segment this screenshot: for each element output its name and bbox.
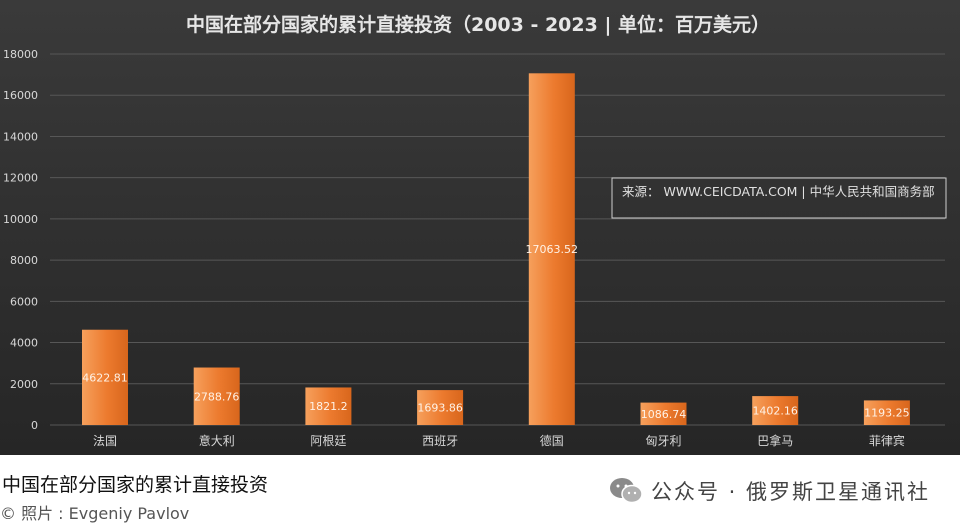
chart: 中国在部分国家的累计直接投资（2003 - 2023 | 单位：百万美元） 0 2… — [0, 0, 960, 455]
bar — [193, 367, 240, 425]
y-tick-label: 10000 — [3, 213, 38, 226]
bar — [417, 390, 464, 425]
data-label: 2788.76 — [194, 390, 240, 403]
bar — [752, 396, 799, 425]
y-tick-label: 6000 — [10, 295, 38, 308]
data-label: 1193.25 — [864, 407, 910, 420]
chart-background — [0, 0, 960, 455]
data-labels: 4622.81 2788.76 1821.2 1693.86 17063.52 1086.… — [82, 243, 909, 421]
x-tick-label: 意大利 — [199, 433, 235, 448]
x-tick-label: 阿根廷 — [310, 434, 346, 448]
annotation-box — [611, 177, 947, 219]
data-label: 1086.74 — [641, 408, 687, 421]
y-axis-ticks: 0 2000 4000 6000 8000 10000 12000 14000 16000 180… — [3, 48, 38, 432]
x-tick-label: 匈牙利 — [645, 434, 681, 448]
x-tick-label: 德国 — [540, 433, 564, 448]
wechat-watermark: 公众号 · 俄罗斯卫星通讯社 — [609, 476, 930, 506]
data-label: 1402.16 — [752, 405, 798, 418]
x-tick-label: 巴拿马 — [757, 433, 793, 448]
y-tick-label: 2000 — [10, 378, 38, 391]
wechat-icon — [609, 478, 643, 504]
bar-chart-svg: 中国在部分国家的累计直接投资（2003 - 2023 | 单位：百万美元） 0 2… — [0, 0, 960, 455]
caption: 中国在部分国家的累计直接投资 — [2, 474, 269, 496]
bar — [640, 402, 687, 425]
y-tick-label: 8000 — [10, 254, 38, 267]
x-tick-label: 西班牙 — [422, 434, 458, 448]
x-axis-ticks: 法国 意大利 阿根廷 西班牙 德国 匈牙利 巴拿马 菲律宾 — [93, 433, 905, 448]
y-tick-label: 16000 — [3, 89, 38, 102]
data-label: 1693.86 — [417, 402, 463, 415]
y-tick-label: 0 — [31, 419, 38, 432]
bar — [305, 387, 352, 425]
y-tick-label: 18000 — [3, 48, 38, 61]
chart-title: 中国在部分国家的累计直接投资（2003 - 2023 | 单位：百万美元） — [186, 13, 770, 36]
bar — [528, 73, 575, 426]
source-annotation: 来源： WWW.CEICDATA.COM | 中华人民共和国商务部 — [611, 177, 947, 219]
photo-credit: © 照片 : Evgeniy Pavlov — [0, 504, 190, 523]
data-label: 4622.81 — [82, 371, 128, 384]
y-tick-label: 14000 — [3, 130, 38, 143]
x-tick-label: 法国 — [93, 434, 117, 448]
wechat-text: 公众号 · 俄罗斯卫星通讯社 — [650, 480, 930, 504]
bar — [82, 329, 128, 425]
annotation-text: 来源： WWW.CEICDATA.COM | 中华人民共和国商务部 — [622, 184, 935, 199]
y-tick-label: 4000 — [10, 337, 38, 350]
bar — [863, 400, 910, 425]
x-tick-label: 菲律宾 — [869, 433, 905, 448]
bars — [82, 73, 910, 426]
data-label: 1821.2 — [309, 400, 348, 413]
y-tick-label: 12000 — [3, 172, 38, 185]
data-label: 17063.52 — [526, 243, 579, 256]
